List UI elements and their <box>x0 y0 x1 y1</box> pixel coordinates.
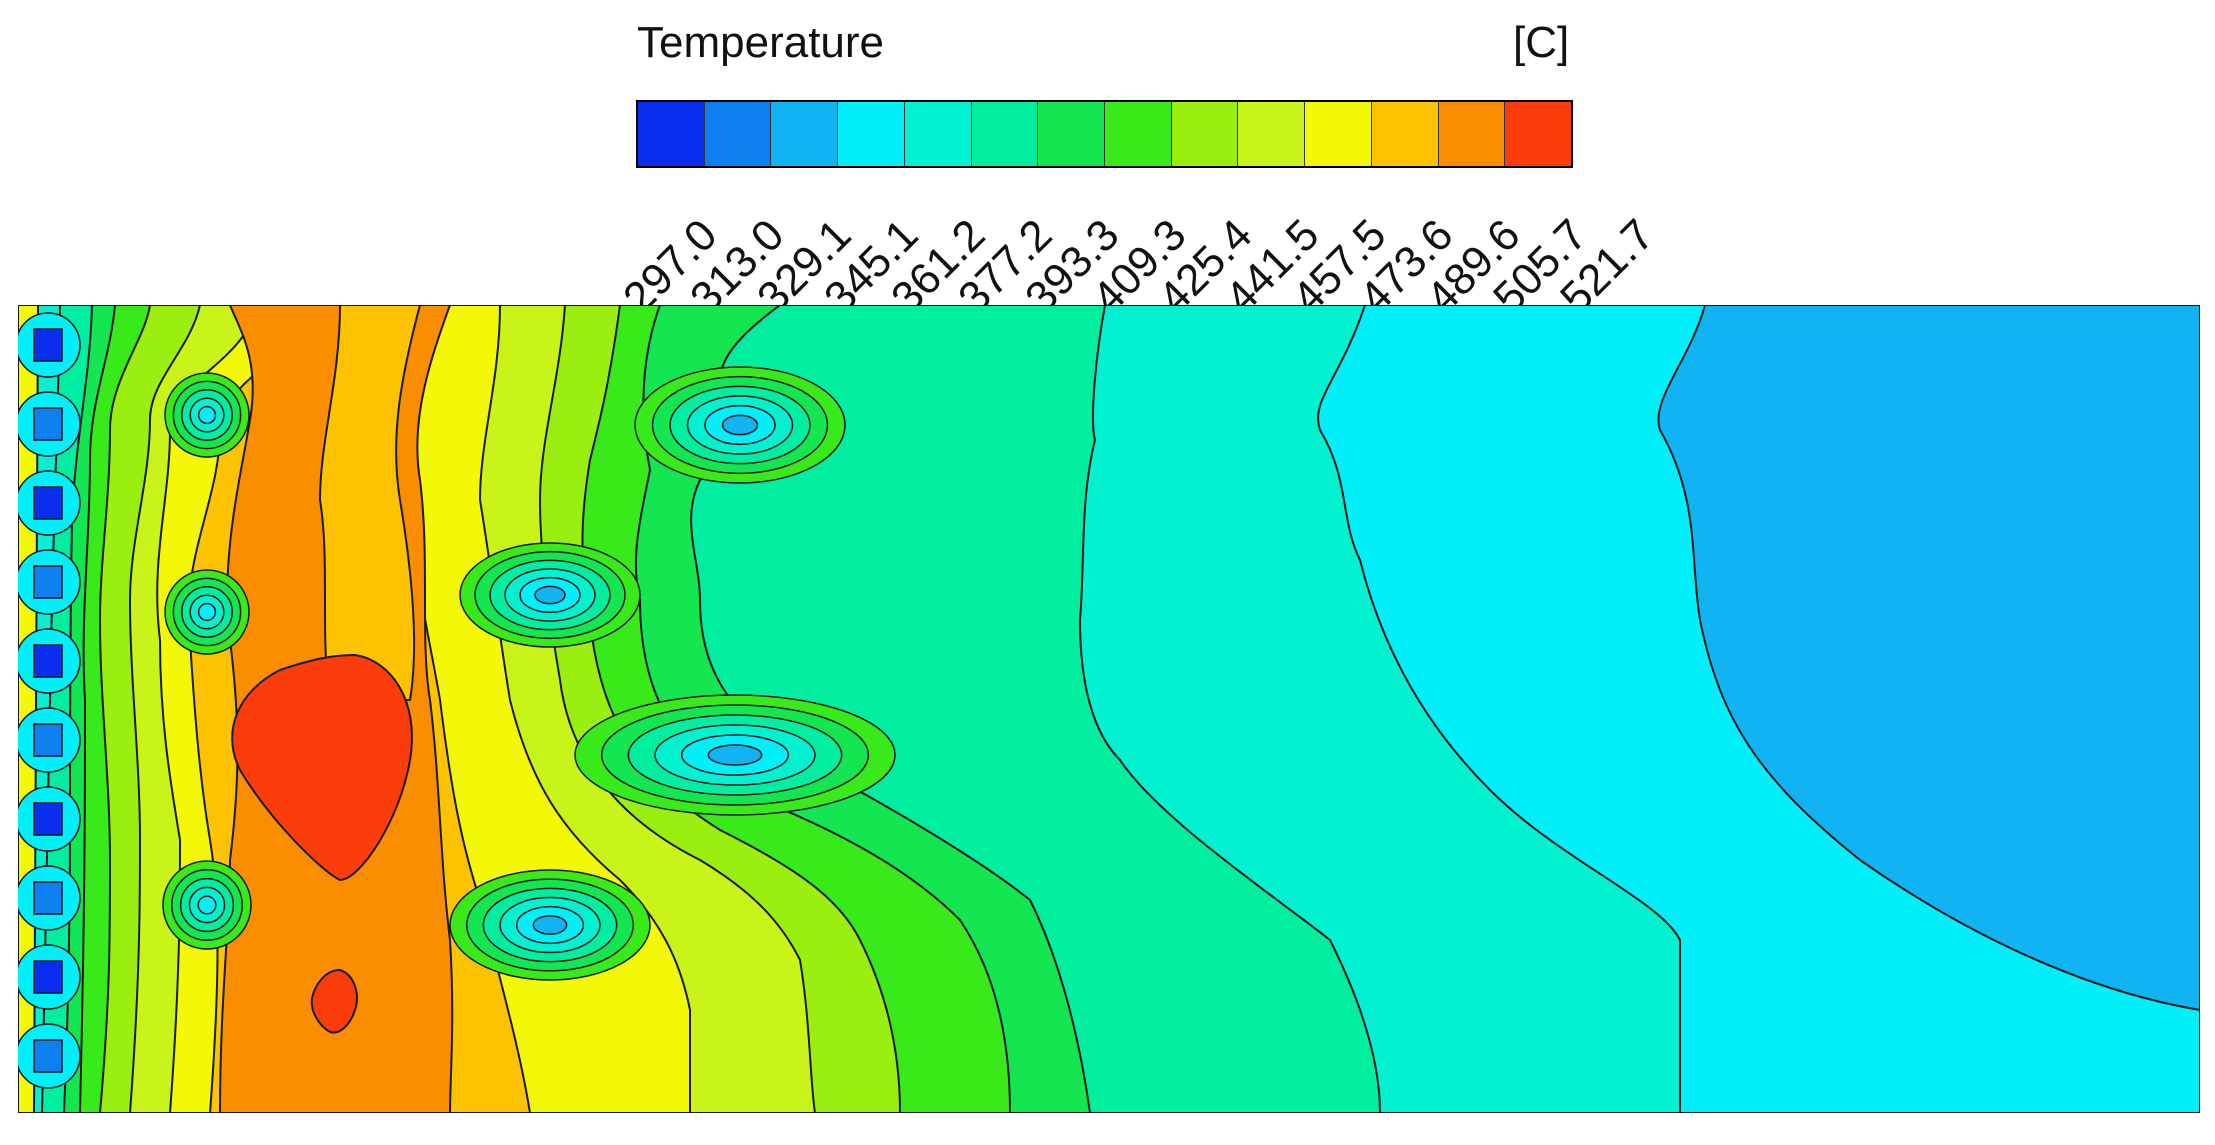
colorbar-band-8 <box>1171 102 1239 166</box>
wall-tube <box>18 865 81 931</box>
cold-spot-1 <box>634 366 846 484</box>
wall-tube <box>18 312 81 378</box>
colorbar-band-0 <box>638 102 705 166</box>
cold-spot-6 <box>164 569 250 655</box>
field-region-521-spot <box>310 968 358 1034</box>
colorbar-band-9 <box>1238 102 1306 166</box>
wall-tube <box>18 786 81 852</box>
colorbar-band-7 <box>1105 102 1172 166</box>
cold-spot-3 <box>574 694 896 816</box>
colorbar-band-13 <box>1505 102 1572 166</box>
cold-spot-4 <box>449 869 651 981</box>
wall-tube <box>18 944 81 1010</box>
wall-tube <box>18 628 81 694</box>
colorbar-band-1 <box>704 102 772 166</box>
wall-tube <box>18 1023 81 1089</box>
colorbar-band-11 <box>1371 102 1439 166</box>
colorbar-band-4 <box>904 102 972 166</box>
field-region-489-inner <box>318 305 422 701</box>
colorbar-band-6 <box>1038 102 1106 166</box>
wall-tube <box>18 707 81 773</box>
colorbar <box>636 100 1573 168</box>
cold-spot-7 <box>162 860 252 950</box>
colorbar-band-3 <box>838 102 905 166</box>
legend-title: Temperature <box>637 18 885 67</box>
colorbar-band-12 <box>1438 102 1506 166</box>
legend-unit: [C] <box>1513 18 1570 67</box>
wall-tube <box>18 391 81 457</box>
cold-spot-2 <box>459 542 641 648</box>
colorbar-band-2 <box>771 102 839 166</box>
wall-tube <box>18 549 81 615</box>
cold-spot-5 <box>164 372 250 458</box>
field-region-521-core <box>231 653 413 882</box>
colorbar-band-5 <box>971 102 1039 166</box>
colorbar-band-10 <box>1305 102 1372 166</box>
wall-tube <box>18 470 81 536</box>
